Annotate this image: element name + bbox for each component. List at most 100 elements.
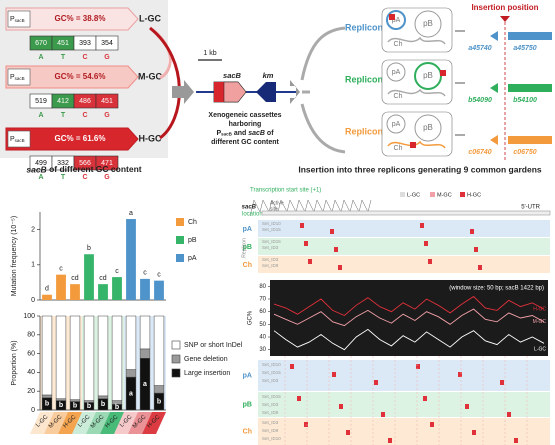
legend-swatch (176, 218, 184, 226)
scale-label: 1 kb (203, 50, 216, 57)
y-tick-label: 1 (31, 262, 35, 269)
significance-letter: b (87, 245, 91, 252)
replicon-name: Replicon B (345, 74, 393, 84)
chromosome (387, 36, 446, 45)
label-bg (142, 412, 166, 434)
set-id: Set_ID10 (262, 362, 281, 367)
mutation-mark (300, 223, 304, 228)
set-id: Set_ID15 (262, 394, 281, 399)
promoter: PsacB (10, 16, 25, 23)
caption: Xenogeneic cassettes (208, 112, 281, 119)
legend-label: L-GC (407, 192, 420, 198)
gc-content: GC% = 61.6% (55, 134, 106, 143)
gene-label: sacB (223, 71, 242, 80)
promoter-box (7, 130, 31, 148)
significance-letter: cd (99, 275, 107, 282)
plasmid-label: pB (423, 71, 433, 80)
mutation-mark (474, 247, 478, 252)
legend-label: Gene deletion (184, 356, 228, 363)
caption: PsacB and sacB of (216, 130, 274, 137)
row-label: pB (243, 401, 252, 408)
label-bg (128, 412, 152, 434)
mutation-mark (381, 412, 385, 417)
row-label: Ch (243, 262, 252, 269)
row-band (258, 256, 550, 273)
bar-segment (41, 394, 53, 399)
active-label: site (270, 206, 278, 212)
base-count: 486 (79, 98, 91, 105)
caption-part: sacB (221, 132, 233, 137)
bar (98, 284, 108, 300)
base-letter: T (61, 174, 66, 181)
caption: harboring (229, 121, 262, 128)
bar-segment (153, 385, 165, 394)
gc-content: GC% = 38.8% (55, 14, 106, 23)
plasmid-label: Ch (394, 145, 403, 152)
bar (126, 219, 136, 300)
base-count: 332 (57, 160, 69, 167)
caption-rest: of different GC content (47, 164, 142, 174)
caption: Insertion into three replicons generatin… (298, 164, 542, 174)
mutation-mark (430, 422, 434, 427)
bar-segment (83, 315, 95, 401)
mutation-mark (478, 265, 482, 270)
site-label: b54090 (468, 97, 492, 104)
bar (112, 277, 122, 300)
caption: different GC content (211, 139, 279, 146)
site-label: c06750 (513, 149, 536, 156)
bar-segment (55, 398, 67, 401)
bar-segment (111, 315, 123, 401)
set-id: Set_ID9 (262, 410, 279, 415)
mutation-mark (428, 259, 432, 264)
gene-label: km (263, 71, 274, 80)
base-count: 519 (35, 98, 47, 105)
mutation-mark (308, 259, 312, 264)
promoter-box (7, 68, 31, 86)
base-count: 393 (79, 40, 91, 47)
bar-segment (41, 315, 53, 396)
mutation-mark (424, 241, 428, 246)
significance-letter: b (45, 401, 49, 408)
bar-segment (69, 315, 81, 400)
base-letter: C (82, 112, 87, 119)
plasmid (386, 114, 406, 134)
mutation-mark (465, 404, 469, 409)
row-label: pA (243, 226, 252, 233)
set-id: Set_ID15 (262, 227, 281, 232)
mutation-mark (297, 396, 301, 401)
legend-swatch (176, 236, 184, 244)
mutation-mark (374, 380, 378, 385)
series-label: L-GC (534, 347, 546, 353)
base-count: 566 (79, 160, 91, 167)
mutation-mark (458, 372, 462, 377)
bar-segment (125, 315, 137, 370)
mutation-mark (304, 241, 308, 246)
construct-label: M-GC (138, 71, 162, 81)
active-label: Active (270, 200, 284, 206)
gene (256, 82, 276, 102)
arrow (300, 103, 346, 154)
mutation-mark (346, 430, 350, 435)
set-id: Set_ID10 (262, 436, 281, 441)
bar (70, 284, 80, 300)
gene (490, 31, 498, 41)
insertion-mark (440, 70, 446, 76)
base-count: 471 (101, 160, 113, 167)
row-label: pA (243, 372, 252, 379)
legend-swatch (171, 368, 181, 378)
mutation-mark (472, 430, 476, 435)
mutation-mark (507, 412, 511, 417)
gene (508, 84, 552, 92)
row-band (258, 360, 550, 391)
site-label: a45750 (513, 45, 536, 52)
set-id: Set_ID3 (262, 245, 279, 250)
significance-letter: a (143, 381, 147, 388)
y-axis-label: GC% (248, 310, 254, 325)
legend-label: M-GC (437, 192, 452, 198)
y-tick-label: 2 (31, 226, 35, 233)
utr-label: 5'-UTR (521, 205, 540, 211)
base-count: 451 (57, 40, 69, 47)
series-label: M-GC (533, 319, 547, 325)
set-id: Set_ID3 (262, 378, 279, 383)
promoter-sub: sacB (15, 138, 25, 143)
